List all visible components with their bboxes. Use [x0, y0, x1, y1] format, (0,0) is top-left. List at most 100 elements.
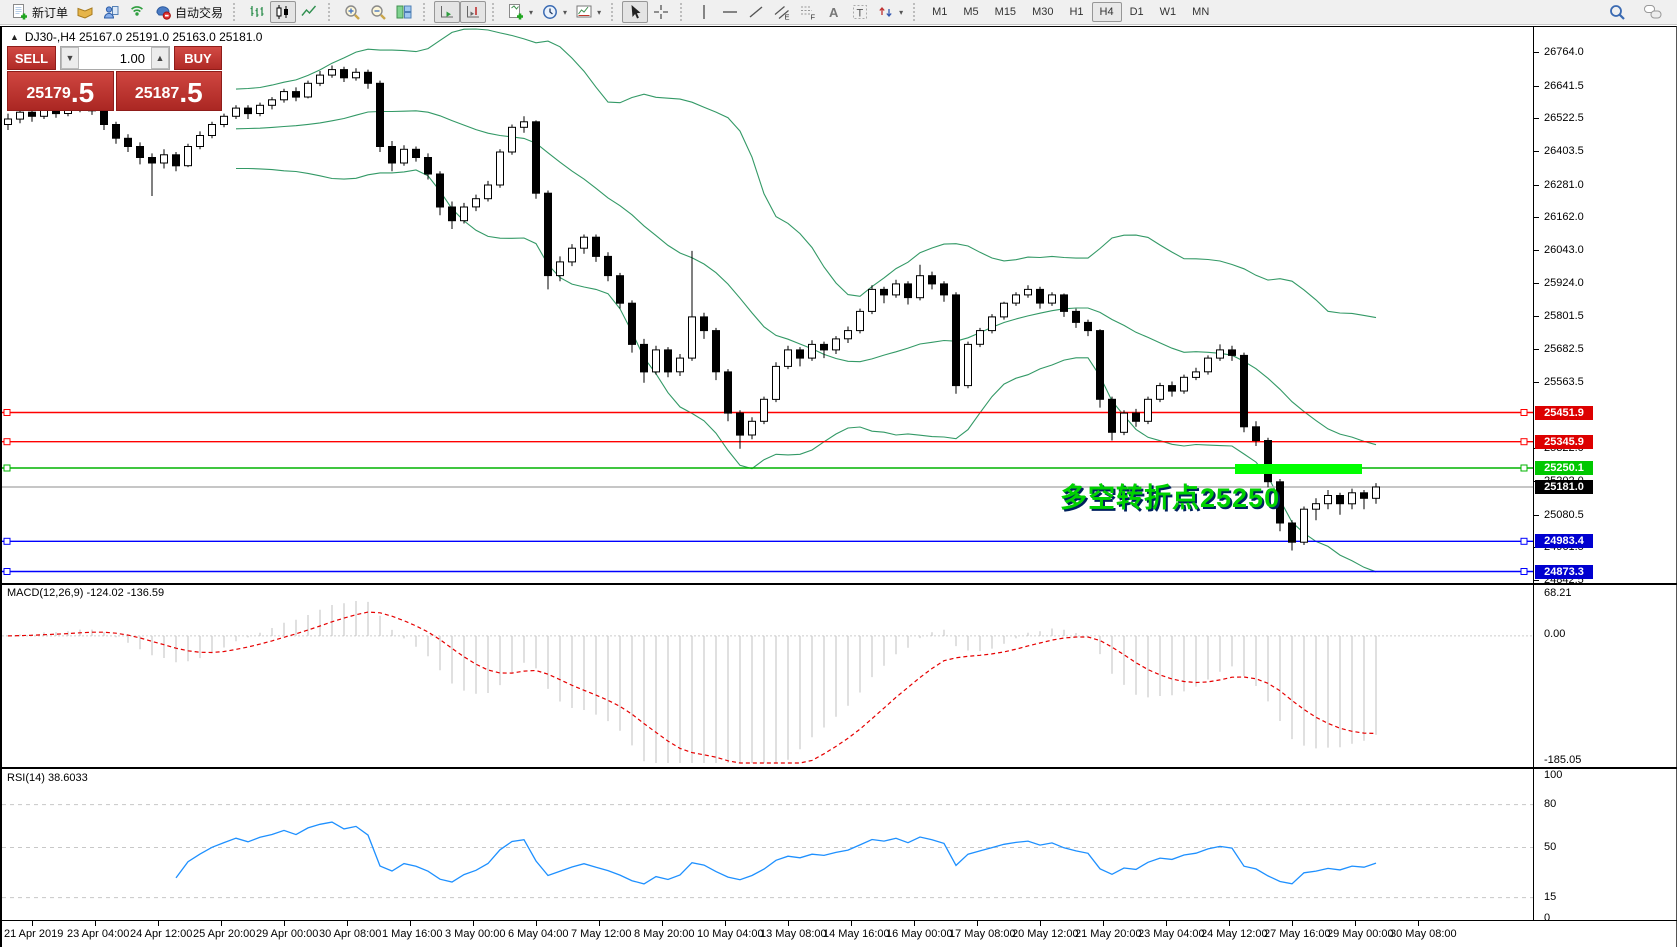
volume-input[interactable]	[79, 47, 151, 69]
hline-25345.9[interactable]	[2, 438, 1533, 446]
auto-scroll-button[interactable]	[434, 1, 461, 23]
arrows-button[interactable]: ▾	[873, 1, 907, 23]
price-tick-label: 26043.0	[1544, 244, 1584, 256]
templates-button[interactable]: ▾	[571, 1, 605, 23]
profile-icon	[104, 6, 119, 19]
timeframe-MN[interactable]: MN	[1192, 6, 1210, 18]
price-chart-pane[interactable]	[2, 27, 1533, 583]
candle-body	[1072, 310, 1080, 323]
timeframe-M5[interactable]: M5	[963, 6, 979, 18]
highlight-rectangle[interactable]	[1235, 464, 1362, 474]
text-label-button[interactable]: T	[847, 1, 873, 23]
bar-chart-button[interactable]	[244, 1, 270, 23]
timeframe-group: M1 M5 M15 M30 H1 H4 D1 W1 MN	[921, 0, 1220, 25]
macd-pane[interactable]	[2, 585, 1533, 767]
periods-button[interactable]: ▾	[537, 1, 571, 23]
time-tick	[1040, 921, 1041, 926]
hline-24983.4[interactable]	[2, 537, 1533, 545]
line-chart-button[interactable]	[296, 1, 322, 23]
time-tick	[662, 921, 663, 926]
volume-up-button[interactable]: ▲	[151, 47, 169, 69]
timeframe-D1[interactable]: D1	[1129, 6, 1144, 18]
time-label: 20 May 12:00	[1012, 928, 1079, 940]
trendline-button[interactable]	[743, 1, 769, 23]
price-flag-25250.1: 25250.1	[1535, 461, 1593, 475]
timeframe-W1[interactable]: W1	[1159, 6, 1177, 18]
zoom-in-icon	[345, 5, 360, 20]
vertical-line-button[interactable]	[691, 1, 717, 23]
search-button[interactable]	[1604, 1, 1631, 23]
svg-text:F: F	[811, 13, 816, 22]
clock-icon	[543, 5, 557, 19]
cursor-button[interactable]	[622, 1, 649, 23]
sell-button[interactable]: SELL	[7, 46, 56, 70]
pane-divider[interactable]	[2, 583, 1677, 585]
sell-price-box[interactable]: 25179 .5	[7, 71, 114, 111]
buy-price-box[interactable]: 25187 .5	[115, 71, 222, 111]
candle-body	[1024, 288, 1032, 296]
candle-body	[544, 192, 552, 277]
fibonacci-button[interactable]: F	[795, 1, 821, 23]
rsi-pane[interactable]	[2, 769, 1533, 920]
candle-body	[1264, 440, 1272, 483]
volume-down-button[interactable]: ▼	[61, 47, 79, 69]
buy-button[interactable]: BUY	[174, 46, 222, 70]
timeframe-H4[interactable]: H4	[1091, 2, 1122, 22]
price-axis-line	[1533, 27, 1534, 921]
buy-price-frac: .5	[179, 77, 203, 108]
candle-body	[1120, 412, 1128, 433]
horizontal-line-icon	[723, 11, 738, 13]
timeframe-M15[interactable]: M15	[994, 6, 1017, 18]
candle-body	[196, 135, 204, 147]
bollinger-middle-band	[235, 110, 1377, 446]
candlestick-chart-button[interactable]	[270, 1, 297, 23]
time-label: 3 May 00:00	[445, 928, 506, 940]
time-label: 24 May 12:00	[1201, 928, 1268, 940]
timeframe-H1[interactable]: H1	[1069, 6, 1084, 18]
time-label: 23 May 04:00	[1138, 928, 1205, 940]
pane-divider[interactable]	[2, 767, 1677, 769]
hline-24873.3[interactable]	[2, 568, 1533, 575]
time-label: 10 May 04:00	[697, 928, 764, 940]
cursor-icon	[631, 5, 641, 19]
auto-trading-label: 自动交易	[175, 5, 224, 20]
text-button[interactable]: A	[821, 1, 847, 23]
candle-body	[4, 118, 12, 125]
trendline-icon	[749, 6, 763, 18]
candle-body	[928, 275, 936, 285]
price-tick	[1533, 316, 1539, 317]
horizontal-line-button[interactable]	[717, 1, 743, 23]
chat-button[interactable]	[1639, 1, 1667, 23]
signals-button[interactable]	[124, 1, 150, 23]
chart-window[interactable]: ▲ DJ30-,H4 25167.0 25191.0 25163.0 25181…	[0, 26, 1677, 947]
collapse-icon[interactable]: ▲	[10, 32, 19, 42]
equidistant-channel-button[interactable]: E	[769, 1, 795, 23]
time-tick	[788, 921, 789, 926]
timeframe-M30[interactable]: M30	[1032, 6, 1054, 18]
quotes-button[interactable]	[72, 1, 98, 23]
time-axis-line	[2, 920, 1677, 921]
profile-button[interactable]	[98, 1, 124, 23]
svg-text:E: E	[785, 13, 790, 22]
price-tick	[1533, 86, 1539, 87]
price-tick-label: 26162.0	[1544, 211, 1584, 223]
candle-body	[376, 82, 384, 147]
indicators-button[interactable]: ▾	[503, 1, 537, 23]
new-order-button[interactable]: 新订单	[7, 1, 72, 23]
price-tick	[1533, 515, 1539, 516]
auto-trading-button[interactable]: 自动交易	[150, 1, 227, 23]
macd-signal-line	[7, 611, 1377, 764]
tile-windows-button[interactable]	[391, 1, 417, 23]
crosshair-button[interactable]	[648, 1, 674, 23]
zoom-in-button[interactable]	[339, 1, 365, 23]
time-label: 17 May 08:00	[949, 928, 1016, 940]
one-click-trade-panel: SELL ▼ ▲ BUY 25179 .5 25187 .5	[7, 46, 222, 111]
candle-body	[892, 283, 900, 296]
timeframe-M1[interactable]: M1	[932, 6, 948, 18]
zoom-out-button[interactable]	[365, 1, 391, 23]
candle-body	[1036, 288, 1044, 304]
candle-body	[16, 111, 24, 120]
chart-shift-button[interactable]	[460, 1, 487, 23]
bar-chart-icon	[250, 6, 264, 17]
candle-body	[1312, 503, 1320, 510]
